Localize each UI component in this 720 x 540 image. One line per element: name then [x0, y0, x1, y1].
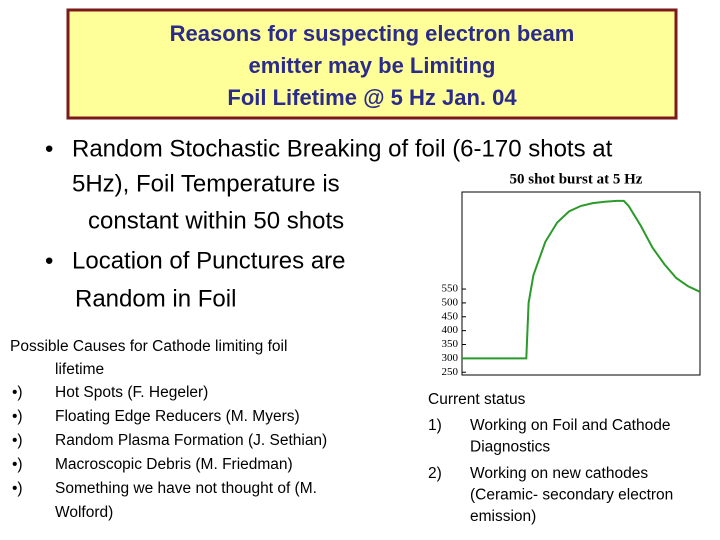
y-tick-label: 550 [442, 283, 459, 295]
status-text: Working on Foil and Cathode [470, 417, 670, 434]
y-tick-label: 500 [442, 296, 459, 308]
cause-marker: •) [12, 432, 23, 449]
status-marker: 1) [428, 417, 442, 434]
cause-text: Wolford) [55, 504, 113, 521]
data-line [462, 199, 701, 360]
title-line: Reasons for suspecting electron beam [170, 21, 575, 46]
cause-text: Floating Edge Reducers (M. Myers) [55, 408, 300, 425]
cause-marker: •) [12, 384, 23, 401]
title-line: emitter may be Limiting [249, 53, 496, 78]
y-tick-label: 300 [442, 352, 459, 364]
chart-title: 50 shot burst at 5 Hz [510, 171, 643, 187]
plot-frame [461, 191, 701, 376]
y-tick-label: 400 [442, 324, 459, 336]
cause-text: Random Plasma Formation (J. Sethian) [55, 432, 327, 449]
status-marker: 2) [428, 465, 442, 482]
cause-text: Something we have not thought of (M. [55, 480, 317, 497]
cause-marker: •) [12, 456, 23, 473]
causes-heading: lifetime [55, 361, 104, 378]
bullet-text: Random in Foil [75, 285, 236, 312]
y-tick-label: 450 [442, 310, 459, 322]
title-line: Foil Lifetime @ 5 Hz Jan. 04 [227, 85, 517, 110]
y-tick-label: 250 [442, 366, 459, 378]
cause-text: Hot Spots (F. Hegeler) [55, 384, 208, 401]
status-text: emission) [470, 508, 536, 525]
status-text: (Ceramic- secondary electron [470, 487, 673, 504]
y-tick-label: 350 [442, 338, 459, 350]
bullet-text: constant within 50 shots [88, 207, 344, 234]
bullet-text: Location of Punctures are [72, 247, 346, 274]
bullet-marker: • [45, 247, 53, 274]
cause-marker: •) [12, 480, 23, 497]
causes-heading: Possible Causes for Cathode limiting foi… [10, 338, 287, 355]
status-text: Working on new cathodes [470, 465, 648, 482]
bullet-text: 5Hz), Foil Temperature is [72, 170, 340, 197]
bullet-text: Random Stochastic Breaking of foil (6-17… [72, 135, 613, 162]
bullet-marker: • [45, 135, 53, 162]
cause-marker: •) [12, 408, 23, 425]
cause-text: Macroscopic Debris (M. Friedman) [55, 456, 293, 473]
status-text: Diagnostics [470, 439, 550, 456]
status-heading: Current status [428, 391, 526, 408]
title-box [66, 8, 678, 120]
